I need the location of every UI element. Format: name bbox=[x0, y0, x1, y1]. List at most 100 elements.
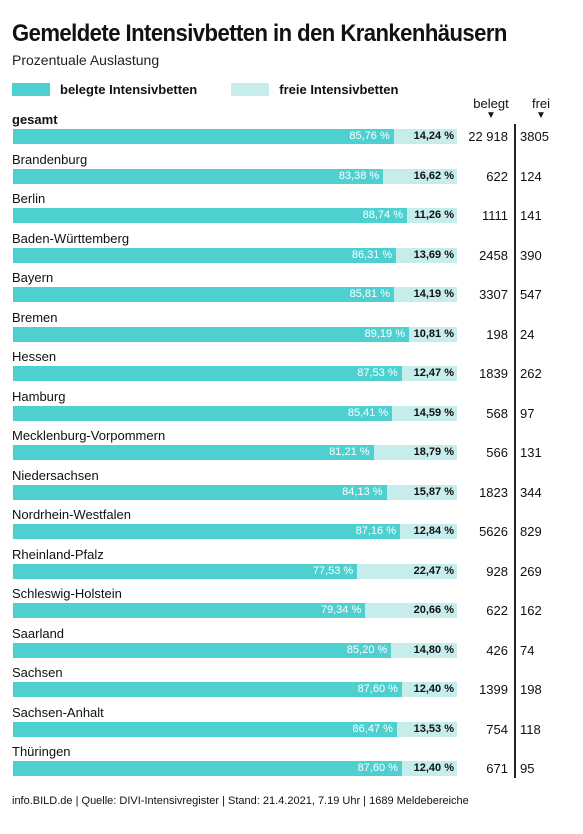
bar-free bbox=[409, 326, 457, 342]
count-free: 141 bbox=[520, 208, 542, 223]
bar-occupied bbox=[13, 603, 366, 618]
bar-occupied bbox=[13, 405, 393, 421]
bar-occupied bbox=[13, 168, 384, 184]
bar-free bbox=[383, 168, 457, 184]
count-occupied: 5626 bbox=[479, 524, 508, 539]
bar-occupied bbox=[13, 721, 397, 737]
row-label: gesamt bbox=[12, 112, 58, 127]
count-free: 124 bbox=[520, 168, 542, 184]
data-label-free-pct: 18,79 % bbox=[413, 446, 454, 458]
count-occupied: 1399 bbox=[479, 682, 508, 697]
count-free: 95 bbox=[520, 761, 535, 776]
count-free: 24 bbox=[520, 326, 535, 342]
data-label-free-pct: 11,26 % bbox=[414, 209, 454, 221]
bar-occupied bbox=[13, 366, 402, 381]
data-label-occupied-pct: 85,20 % bbox=[346, 643, 388, 656]
bar-free bbox=[365, 603, 457, 618]
column-header-occupied: belegt ▼ bbox=[470, 96, 512, 121]
data-label-occupied-pct: 84,13 % bbox=[342, 485, 383, 498]
legend-item-free: freie Intensivbetten bbox=[231, 82, 398, 97]
data-label-occupied-pct: 77,53 % bbox=[312, 564, 354, 577]
data-label-occupied-pct: 86,47 % bbox=[352, 722, 393, 735]
legend-swatch-occupied bbox=[12, 83, 50, 96]
legend-item-occupied: belegte Intensivbetten bbox=[12, 82, 197, 97]
row-label: Saarland bbox=[12, 625, 65, 641]
column-header-free: frei ▼ bbox=[526, 96, 556, 121]
data-label-free-pct: 12,40 % bbox=[413, 683, 454, 695]
data-label-occupied-pct: 87,60 % bbox=[357, 683, 398, 695]
bar-free bbox=[401, 366, 457, 381]
bar-free bbox=[391, 642, 457, 658]
bar-occupied bbox=[13, 326, 409, 342]
sort-arrow-icon: ▼ bbox=[536, 110, 546, 121]
column-header-free-label: frei bbox=[531, 96, 551, 111]
data-label-free-pct: 14,59 % bbox=[413, 406, 454, 419]
data-label-occupied-pct: 87,60 % bbox=[357, 762, 398, 774]
bar-occupied bbox=[13, 445, 374, 460]
bar-occupied bbox=[13, 563, 358, 579]
count-occupied: 1111 bbox=[481, 208, 508, 223]
chart-title: Gemeldete Intensivbetten in den Krankenh… bbox=[12, 20, 507, 47]
data-label-free-pct: 12,47 % bbox=[413, 367, 454, 379]
data-label-free-pct: 12,40 % bbox=[413, 762, 454, 774]
data-label-occupied-pct: 83,38 % bbox=[338, 169, 380, 182]
data-label-free-pct: 14,24 % bbox=[413, 130, 454, 142]
row-label: Bayern bbox=[12, 270, 54, 285]
count-occupied: 622 bbox=[486, 603, 508, 618]
bar-free bbox=[401, 761, 457, 776]
data-label-free-pct: 13,69 % bbox=[413, 248, 454, 261]
count-free: 269 bbox=[520, 563, 542, 579]
count-free: 74 bbox=[520, 642, 535, 658]
data-label-free-pct: 22,47 % bbox=[413, 564, 454, 577]
data-label-occupied-pct: 89,19 % bbox=[364, 327, 405, 340]
row-label: Thüringen bbox=[12, 744, 71, 759]
row-label: Niedersachsen bbox=[12, 467, 99, 483]
data-label-occupied-pct: 87,53 % bbox=[357, 367, 398, 379]
data-label-free-pct: 13,53 % bbox=[413, 722, 454, 735]
bar-free bbox=[393, 287, 457, 302]
data-label-free-pct: 10,81 % bbox=[413, 327, 454, 340]
count-occupied: 566 bbox=[486, 445, 508, 460]
data-label-occupied-pct: 86,31 % bbox=[351, 248, 393, 261]
row-label: Sachsen bbox=[12, 665, 63, 680]
chart-subtitle: Prozentuale Auslastung bbox=[12, 52, 160, 68]
bar-occupied bbox=[13, 208, 407, 223]
bar-free bbox=[396, 247, 457, 263]
count-free: 131 bbox=[520, 445, 542, 460]
count-free: 3805 bbox=[520, 129, 549, 144]
bar-free bbox=[392, 405, 457, 421]
count-occupied: 2458 bbox=[479, 247, 508, 263]
count-occupied: 426 bbox=[486, 642, 508, 658]
row-label: Nordrhein-Westfalen bbox=[12, 507, 131, 522]
bar-free bbox=[399, 524, 457, 539]
count-occupied: 622 bbox=[486, 168, 508, 184]
count-free: 344 bbox=[520, 484, 542, 500]
count-free: 547 bbox=[520, 287, 542, 302]
data-label-free-pct: 12,84 % bbox=[413, 525, 454, 537]
count-free: 162 bbox=[520, 603, 542, 618]
column-divider bbox=[514, 124, 516, 778]
count-free: 829 bbox=[520, 524, 542, 539]
bar-occupied bbox=[13, 247, 397, 263]
row-label: Mecklenburg-Vorpommern bbox=[12, 428, 166, 443]
count-free: 262 bbox=[520, 366, 542, 381]
count-occupied: 3307 bbox=[479, 287, 508, 302]
legend: belegte Intensivbetten freie Intensivbet… bbox=[12, 82, 432, 97]
sort-arrow-icon: ▼ bbox=[486, 110, 496, 121]
bar-occupied bbox=[13, 524, 400, 539]
row-label: Baden-Württemberg bbox=[12, 230, 130, 246]
bar-free bbox=[357, 563, 457, 579]
count-occupied: 198 bbox=[486, 326, 508, 342]
source-footer: info.BILD.de | Quelle: DIVI-Intensivregi… bbox=[12, 795, 469, 807]
row-label: Bremen bbox=[12, 309, 58, 325]
bar-occupied bbox=[13, 129, 394, 144]
bar-free bbox=[386, 484, 457, 500]
data-label-occupied-pct: 81,21 % bbox=[329, 446, 370, 458]
row-label: Hamburg bbox=[12, 388, 66, 404]
bar-free bbox=[396, 721, 457, 737]
bar-free bbox=[373, 445, 457, 460]
data-label-occupied-pct: 87,16 % bbox=[355, 525, 396, 537]
data-label-free-pct: 14,80 % bbox=[413, 643, 454, 656]
count-free: 97 bbox=[520, 405, 535, 421]
column-header-occupied-label: belegt bbox=[473, 96, 509, 111]
